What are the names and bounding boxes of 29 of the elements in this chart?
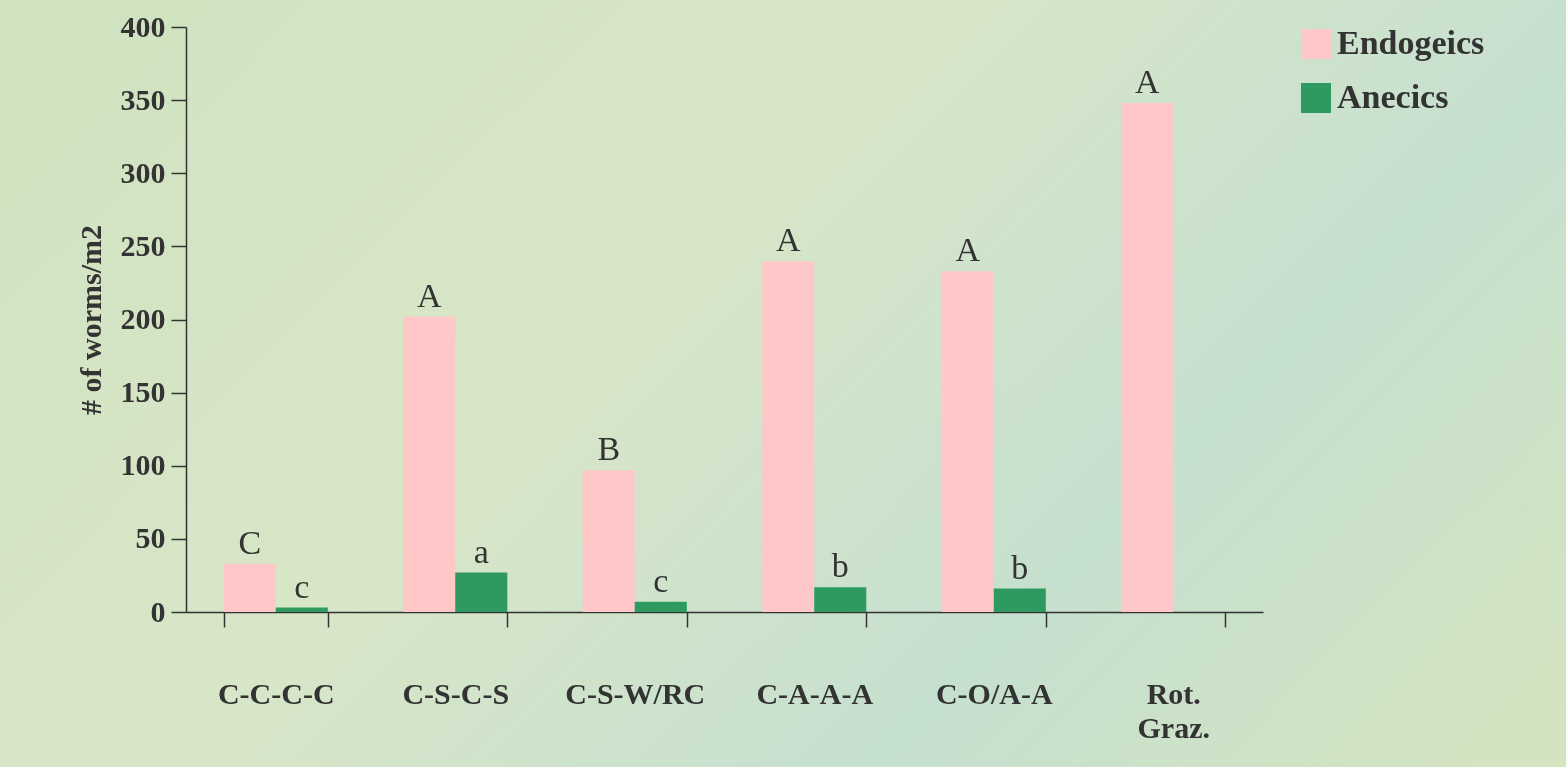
y-tick-label: 150 [120,375,166,409]
y-tick-label: 50 [135,521,166,555]
x-tick-label: C-S-W/RC [565,676,706,710]
x-tick-label: C-O/A-A [935,676,1053,710]
data-label: A [955,231,981,269]
data-label: C [238,523,262,561]
data-label: a [473,532,489,570]
y-tick-label: 100 [120,448,166,482]
data-label: b [831,547,849,585]
data-label: B [597,430,621,468]
y-tick-label: 300 [120,155,166,189]
legend-label: Endogeics [1337,24,1485,61]
data-label: A [416,276,442,314]
data-label: A [1134,63,1160,101]
data-label: c [653,561,669,599]
x-tick-label: C-S-C-S [402,676,510,710]
legend-label: Anecics [1337,78,1449,115]
y-tick-label: 250 [120,228,166,262]
y-tick-label: 400 [120,9,166,43]
data-label: b [1011,548,1029,586]
x-tick-label: C-A-A-A [756,676,874,710]
data-label: c [294,567,310,605]
x-tick-label: C-C-C-C [217,676,335,710]
data-label: A [775,221,801,258]
y-tick-label: 0 [150,594,166,628]
x-tick-label: Rot. Graz. [1137,676,1210,744]
y-tick-label: 200 [120,302,166,335]
y-tick-label: 350 [120,82,166,116]
y-axis-title: # of worms/m2 [73,225,107,415]
